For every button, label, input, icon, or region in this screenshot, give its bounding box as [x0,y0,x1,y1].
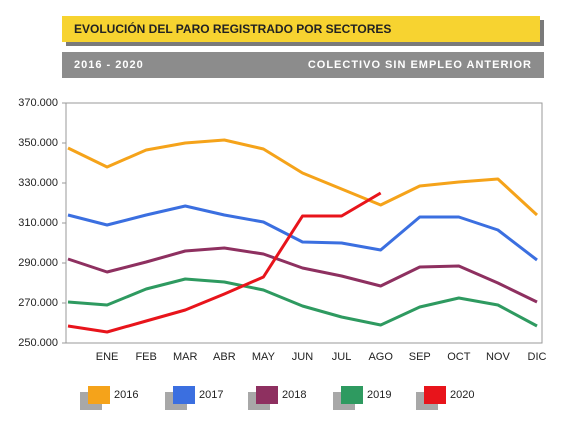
annotation: COLECTIVO SIN EMPLEO ANTERIOR [308,59,532,71]
x-tick-label: FEB [135,351,156,363]
legend-label: 2017 [199,389,223,401]
y-tick-label: 310.000 [18,217,58,229]
y-tick-label: 270.000 [18,297,58,309]
legend-swatch [88,386,110,404]
x-tick-label: JUN [292,351,313,363]
legend-label: 2020 [450,389,474,401]
x-tick-label: ABR [213,351,236,363]
x-tick-label: SEP [409,351,431,363]
legend-swatch [424,386,446,404]
y-tick-label: 250.000 [18,337,58,349]
legend-swatch [341,386,363,404]
chart-title: EVOLUCIÓN DEL PARO REGISTRADO POR SECTOR… [74,21,391,36]
legend-label: 2018 [282,389,306,401]
series-line [67,191,382,334]
series-line [67,138,539,217]
x-tick-label: NOV [486,351,511,363]
x-tick-label: OCT [447,351,471,363]
legend-swatch [173,386,195,404]
series-line [67,204,538,262]
legend-label: 2016 [114,389,138,401]
legend-swatch [256,386,278,404]
title-box [62,16,540,42]
series-line [67,277,538,328]
x-tick-label: MAR [173,351,198,363]
x-tick-label: JUL [332,351,352,363]
y-tick-label: 330.000 [18,177,58,189]
subtitle: 2016 - 2020 [74,59,144,71]
x-tick-label: AGO [368,351,393,363]
legend-label: 2019 [367,389,391,401]
x-tick-label: MAY [252,351,276,363]
y-tick-label: 350.000 [18,137,58,149]
series-line [67,246,538,304]
x-tick-label: DIC [528,351,547,363]
x-tick-label: ENE [96,351,119,363]
subtitle-band [62,52,544,78]
y-tick-label: 370.000 [18,97,58,109]
y-tick-label: 290.000 [18,257,58,269]
